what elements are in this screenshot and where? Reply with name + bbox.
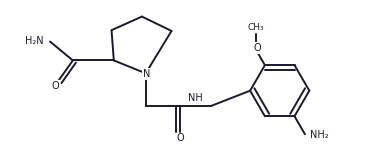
Text: CH₃: CH₃ xyxy=(248,23,264,32)
Text: O: O xyxy=(176,133,184,143)
Text: N: N xyxy=(143,69,150,79)
Text: NH: NH xyxy=(188,92,203,102)
Text: O: O xyxy=(52,81,59,91)
Text: H₂N: H₂N xyxy=(25,36,43,46)
Text: NH₂: NH₂ xyxy=(310,130,329,140)
Text: O: O xyxy=(253,43,261,53)
